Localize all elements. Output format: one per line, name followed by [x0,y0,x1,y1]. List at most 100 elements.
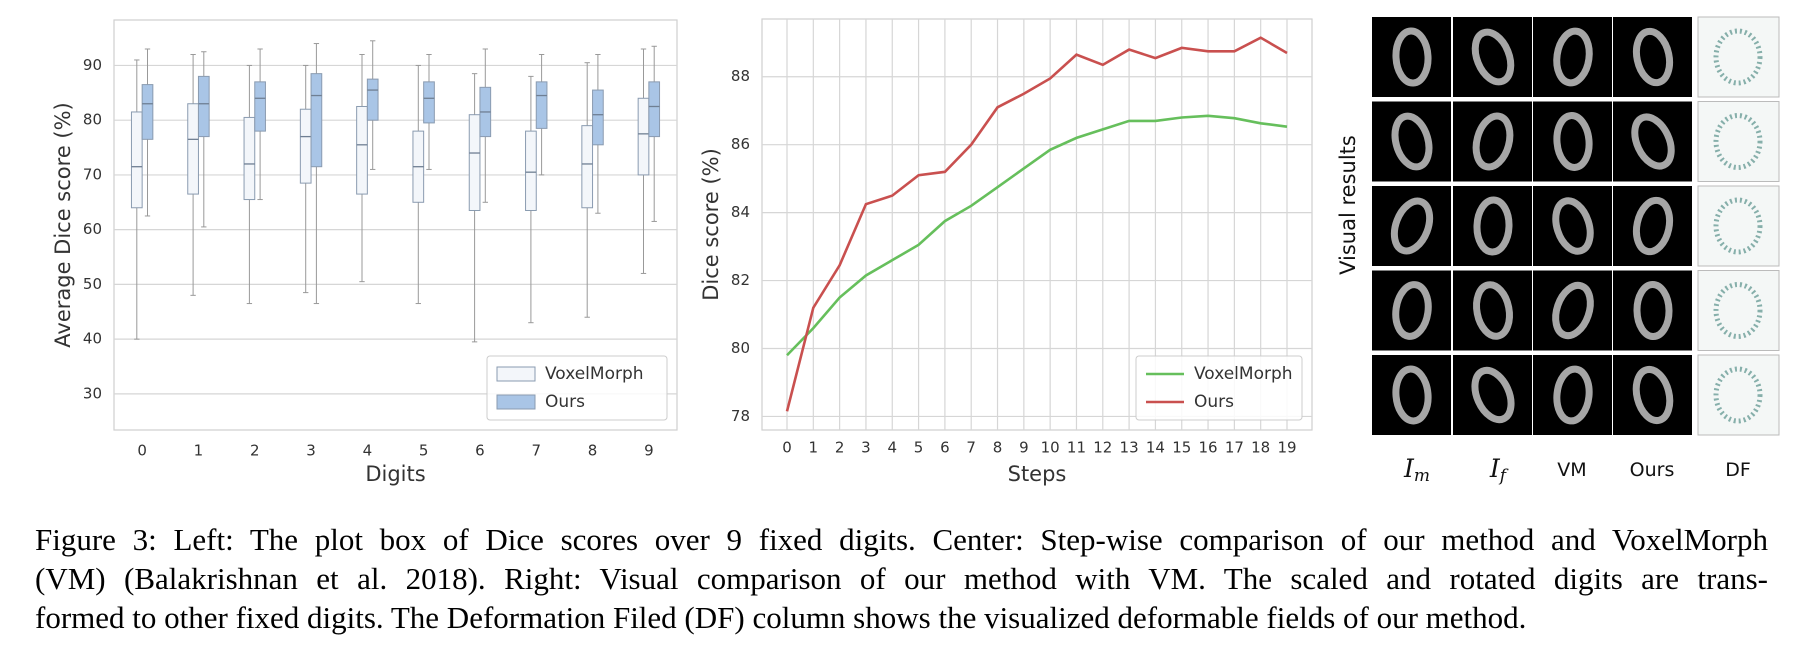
figure: Visual results 30405060708090DigitsAvera… [51,16,1780,486]
deformation-pattern [1713,197,1763,255]
column-label: VM [1557,459,1586,481]
digit-stroke [1390,197,1434,255]
column-label-main: Ours [1630,459,1675,481]
y-tick-label: 90 [83,56,102,74]
y-tick-label: 80 [731,339,750,357]
x-tick-label: 13 [1120,439,1139,457]
y-tick-label: 70 [83,165,102,183]
x-tick-label: 7 [531,442,541,460]
x-tick-label: 4 [887,439,897,457]
column-label: If [1489,454,1509,486]
deformation-field [1697,185,1780,267]
y-tick-label: 30 [83,384,102,402]
box [299,108,312,184]
digit-stroke [1633,281,1673,340]
line [786,114,1288,357]
digit-stroke [1471,28,1515,86]
deformation-pattern [1713,28,1763,86]
caption-line: Figure 3: Left: The plot box of Dice sco… [35,522,1768,557]
digit-stroke [1632,365,1674,425]
legend-label: VoxelMorph [1194,364,1293,384]
x-tick-label: 10 [1041,439,1060,457]
x-tick-label: 11 [1067,439,1086,457]
x-tick-label: 7 [966,439,976,457]
legend-box [1135,355,1303,421]
digit-stroke [1392,365,1432,425]
box [581,125,594,209]
x-tick-label: 17 [1225,439,1244,457]
deformation-pattern [1713,282,1763,339]
box [525,130,537,211]
y-tick-label: 86 [731,135,750,153]
column-label-main: VM [1557,459,1586,481]
y-tick-label: 84 [731,203,750,221]
column-label-main: DF [1725,459,1751,481]
digit-stroke [1392,27,1432,87]
digit-stroke [1473,196,1513,256]
column-label: Ours [1630,459,1675,481]
column-label: Im [1403,454,1430,486]
legend-label: Ours [1194,392,1234,412]
box [130,111,143,209]
y-axis-label: Average Dice score (%) [51,102,75,348]
y-tick-label: 88 [731,67,750,85]
legend-label: VoxelMorph [545,364,644,384]
digit-stroke [1553,365,1593,425]
legend-swatch [496,366,536,382]
x-tick-label: 15 [1172,439,1191,457]
column-label-sub: f [1498,466,1509,486]
digit-image [1453,17,1532,97]
box [356,105,368,195]
x-tick-label: 8 [588,442,598,460]
column-label-main: I [1403,454,1415,483]
digit-image [1613,101,1692,182]
box [254,81,266,132]
y-tick-label: 40 [83,330,102,348]
panel-title: Visual results [1336,135,1360,275]
x-tick-label: 14 [1146,439,1165,457]
deformation-pattern [1713,366,1763,424]
digit-stroke [1552,197,1594,255]
digit-image [1372,186,1451,266]
digit-stroke [1392,281,1432,340]
x-axis-label: Steps [1008,462,1067,486]
column-label-main: I [1489,454,1501,483]
x-tick-label: 3 [306,442,316,460]
box [366,78,379,121]
y-tick-label: 78 [731,407,750,425]
x-tick-label: 6 [940,439,950,457]
box [535,81,548,129]
deformation-field [1697,354,1780,436]
digit-stroke [1552,281,1594,340]
legend-label: Ours [545,392,585,412]
x-tick-label: 19 [1277,439,1296,457]
deformation-field [1697,16,1780,98]
x-tick-label: 5 [914,439,924,457]
x-tick-label: 8 [993,439,1003,457]
digit-stroke [1471,366,1515,424]
digit-stroke [1473,281,1513,340]
line [785,36,1288,412]
x-tick-label: 9 [1019,439,1029,457]
box [187,103,199,195]
box [310,73,323,168]
box [468,114,481,211]
x-tick-label: 12 [1093,439,1112,457]
x-tick-label: 2 [835,439,845,457]
box [141,84,154,140]
deformation-field [1697,101,1780,182]
x-tick-label: 6 [475,442,485,460]
box [648,81,661,138]
digit-stroke [1632,196,1674,256]
y-axis-label: Dice score (%) [699,148,723,301]
x-axis-label: Digits [365,462,425,486]
digit-stroke [1631,113,1675,170]
digit-stroke [1391,112,1433,171]
x-tick-label: 1 [194,442,204,460]
x-tick-label: 0 [137,442,147,460]
x-tick-label: 2 [250,442,260,460]
box [637,97,650,176]
box [197,75,210,138]
deformation-field [1697,270,1780,351]
